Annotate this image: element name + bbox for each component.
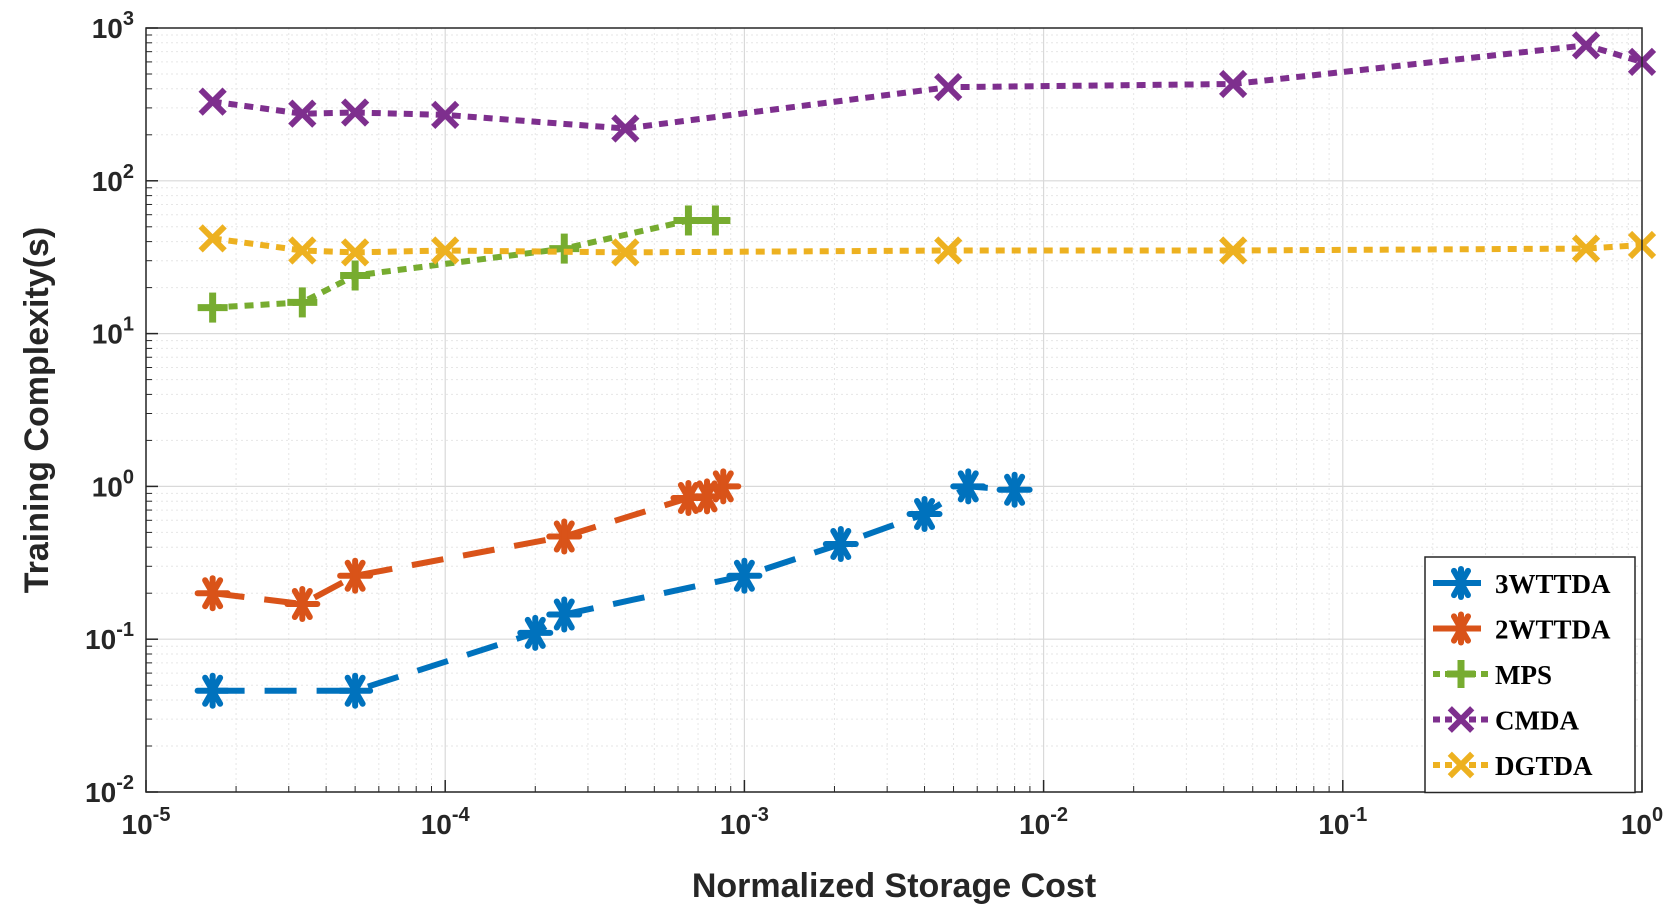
data-point-mps	[287, 287, 318, 318]
data-point-mps	[700, 205, 731, 236]
x-tick-label: 10-4	[421, 804, 471, 840]
plot-area	[146, 28, 1642, 792]
data-point-dgtda	[611, 238, 640, 267]
data-point-3wttda	[950, 468, 987, 505]
x-tick-label: 10-3	[720, 804, 769, 840]
x-tick-label: 100	[1621, 804, 1663, 840]
data-point-3wttda	[337, 672, 374, 709]
legend-item-mps: MPS	[1433, 660, 1552, 690]
axes-box	[145, 27, 1643, 793]
legend-marker	[1447, 706, 1475, 733]
data-point-mps	[197, 292, 228, 323]
data-point-cmda	[934, 73, 963, 102]
data-point-3wttda	[546, 596, 583, 633]
data-point-cmda	[1571, 31, 1601, 60]
y-tick-label: 10-1	[85, 619, 134, 655]
data-point-3wttda	[822, 525, 859, 562]
x-axis-title: Normalized Storage Cost	[692, 867, 1096, 905]
series-mps	[197, 205, 731, 323]
data-point-cmda	[1219, 69, 1248, 99]
data-point-dgtda	[341, 238, 370, 267]
series-3wttda	[194, 468, 1033, 709]
data-point-dgtda	[198, 224, 227, 253]
data-point-cmda	[341, 98, 370, 127]
legend-item-2wttda: 2WTTDA	[1433, 611, 1611, 646]
data-point-cmda	[288, 99, 317, 128]
legend-marker	[1447, 660, 1475, 688]
series-2wttda	[194, 468, 742, 622]
y-axis-title: Training Complexity(s)	[18, 227, 56, 594]
legend-label-3wttda: 3WTTDA	[1495, 569, 1611, 599]
data-point-2wttda	[284, 585, 321, 622]
data-point-cmda	[431, 100, 460, 130]
series-line-dgtda	[212, 235, 1643, 256]
y-tick-label: 100	[92, 466, 134, 502]
y-tick-label: 101	[92, 314, 134, 350]
legend-label-2wttda: 2WTTDA	[1495, 615, 1611, 645]
data-point-3wttda	[194, 672, 231, 709]
x-tick-label: 10-5	[122, 804, 171, 840]
series-cmda	[198, 31, 1657, 143]
y-tick-label: 10-2	[85, 772, 134, 808]
data-point-cmda	[611, 114, 640, 143]
legend-marker	[1444, 566, 1478, 600]
legend-item-dgtda: DGTDA	[1433, 751, 1593, 781]
legend: 3WTTDA 2WTTDA MPS CMDA DGTDA	[1424, 556, 1636, 794]
data-point-2wttda	[337, 557, 374, 594]
data-point-2wttda	[546, 518, 583, 555]
legend-label-mps: MPS	[1495, 660, 1552, 690]
data-point-dgtda	[431, 236, 460, 265]
tick-labels: 10-5 10-4 10-3 10-2 10-1 100 10-2 10-1 100 101 102…	[85, 8, 1663, 840]
data-point-3wttda	[517, 614, 554, 651]
data-point-mps	[340, 260, 371, 291]
series-layer	[194, 31, 1657, 709]
legend-marker	[1444, 611, 1478, 646]
legend-item-cmda: CMDA	[1433, 706, 1579, 736]
data-point-dgtda	[1219, 236, 1248, 265]
x-tick-label: 10-1	[1318, 804, 1367, 840]
legend-label-dgtda: DGTDA	[1495, 751, 1593, 781]
data-point-cmda	[198, 87, 227, 116]
data-point-2wttda	[705, 468, 742, 505]
data-point-dgtda	[1571, 234, 1601, 263]
data-point-3wttda	[996, 471, 1033, 508]
data-point-2wttda	[194, 575, 231, 612]
grid	[145, 28, 1642, 793]
data-point-3wttda	[906, 495, 943, 532]
data-point-dgtda	[934, 236, 963, 265]
y-tick-label: 103	[92, 8, 134, 44]
legend-marker	[1447, 751, 1475, 779]
series-dgtda	[198, 224, 1657, 267]
axes	[145, 27, 1643, 793]
y-tick-label: 102	[92, 161, 134, 197]
data-point-dgtda	[288, 236, 317, 265]
data-point-mps	[549, 233, 580, 264]
legend-item-3wttda: 3WTTDA	[1433, 566, 1611, 600]
legend-label-cmda: CMDA	[1495, 706, 1579, 736]
data-point-mps	[673, 205, 704, 236]
data-point-3wttda	[726, 557, 763, 594]
x-tick-label: 10-2	[1019, 804, 1068, 840]
